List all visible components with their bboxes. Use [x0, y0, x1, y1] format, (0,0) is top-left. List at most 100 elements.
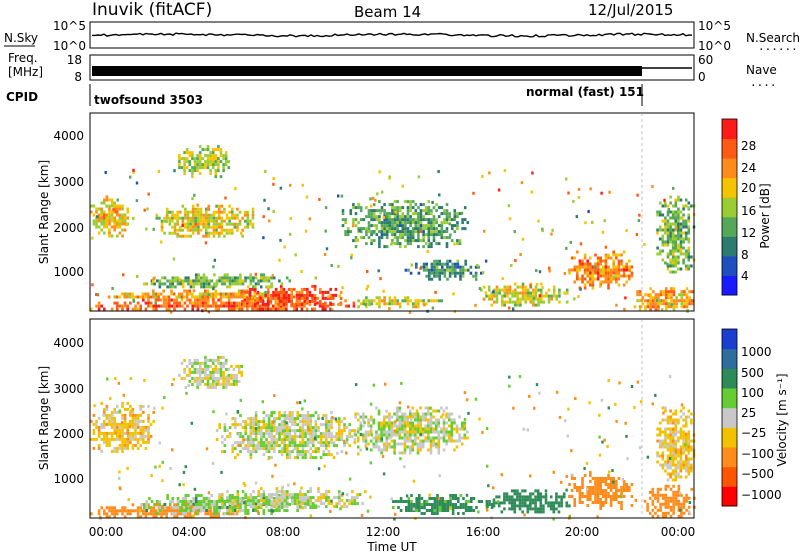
power-cell	[672, 308, 676, 312]
power-cell	[404, 233, 407, 237]
power-cell	[193, 157, 197, 161]
velocity-cell	[403, 418, 407, 422]
velocity-cell	[669, 427, 672, 431]
power-cell	[204, 241, 208, 245]
power-cell	[337, 264, 340, 268]
velocity-cell	[406, 433, 409, 437]
power-cell	[378, 239, 381, 243]
velocity-cell	[594, 498, 597, 501]
velocity-cell	[674, 493, 678, 497]
power-cell	[215, 231, 218, 235]
velocity-cell	[230, 373, 233, 377]
power-cell	[285, 290, 288, 294]
velocity-cell	[291, 499, 294, 503]
velocity-cell	[239, 497, 242, 500]
power-cell	[391, 227, 394, 231]
power-cell	[508, 217, 512, 221]
power-cell	[233, 222, 237, 226]
velocity-cell	[299, 420, 302, 424]
velocity-cell	[382, 427, 386, 431]
velocity-cell	[377, 448, 381, 452]
velocity-cell	[388, 433, 391, 437]
power-cell	[674, 240, 678, 244]
power-cell	[207, 204, 211, 208]
power-cell	[191, 295, 194, 299]
velocity-cell	[237, 367, 241, 371]
velocity-cell	[139, 437, 142, 441]
velocity-cell	[340, 435, 344, 439]
velocity-cell	[121, 512, 124, 516]
velocity-cell	[322, 414, 325, 418]
power-cell	[658, 225, 662, 229]
power-cell	[231, 279, 234, 283]
velocity-cell	[594, 477, 597, 480]
velocity-cell	[679, 454, 683, 458]
velocity-cell	[615, 498, 618, 501]
power-cell	[115, 210, 118, 214]
velocity-cell	[690, 445, 693, 449]
power-cell	[608, 190, 611, 194]
velocity-cell	[560, 498, 563, 502]
velocity-cell	[110, 509, 114, 513]
power-cell	[206, 295, 210, 299]
power-cell	[430, 221, 433, 225]
velocity-cell	[262, 432, 266, 436]
power-cell	[661, 258, 665, 262]
velocity-cell	[664, 430, 667, 434]
power-cell	[149, 304, 152, 308]
power-cell	[274, 287, 278, 291]
power-cell	[433, 265, 436, 269]
power-cell	[162, 295, 165, 299]
velocity-cell	[462, 497, 465, 500]
power-cell	[409, 299, 412, 303]
power-cell	[331, 308, 334, 312]
velocity-cell	[671, 451, 675, 455]
velocity-cell	[301, 450, 305, 454]
power-cell	[664, 240, 667, 244]
velocity-cell	[158, 506, 162, 509]
velocity-cell	[348, 435, 351, 439]
power-cell	[123, 301, 127, 305]
velocity-cell	[254, 423, 258, 427]
velocity-cell	[552, 504, 556, 508]
power-cell	[445, 221, 449, 225]
power-cell	[535, 269, 538, 273]
power-cell	[346, 227, 350, 231]
power-cell	[432, 224, 436, 228]
velocity-cell	[278, 450, 281, 454]
velocity-cell	[97, 434, 101, 438]
power-cell	[220, 279, 224, 283]
velocity-cell	[356, 496, 359, 500]
power-cell	[398, 245, 402, 249]
power-cell	[463, 206, 467, 210]
power-cell	[398, 206, 402, 210]
velocity-cell	[134, 425, 137, 429]
velocity-cell	[684, 448, 688, 452]
velocity-cell	[332, 441, 336, 445]
velocity-cell	[257, 441, 260, 445]
power-cell	[313, 293, 317, 297]
power-cell	[174, 279, 177, 283]
power-cell	[253, 298, 257, 302]
velocity-cell	[306, 450, 310, 454]
velocity-cell	[664, 406, 667, 410]
velocity-cell	[505, 492, 509, 496]
velocity-cell	[183, 358, 186, 362]
power-cell	[267, 287, 270, 291]
velocity-cell	[293, 499, 297, 503]
power-cell	[132, 170, 135, 174]
power-cell	[116, 234, 119, 238]
velocity-cell	[234, 499, 237, 503]
power-cell	[186, 210, 190, 214]
power-cell	[357, 221, 360, 225]
velocity-cell	[272, 497, 276, 500]
velocity-cell	[589, 492, 592, 495]
power-cell	[375, 215, 379, 219]
power-cell	[118, 216, 122, 220]
velocity-cell	[398, 421, 402, 425]
velocity-cell	[322, 423, 325, 427]
power-cell	[414, 218, 418, 222]
velocity-cell	[139, 506, 142, 510]
power-cell	[424, 209, 428, 213]
power-cell	[240, 304, 244, 308]
